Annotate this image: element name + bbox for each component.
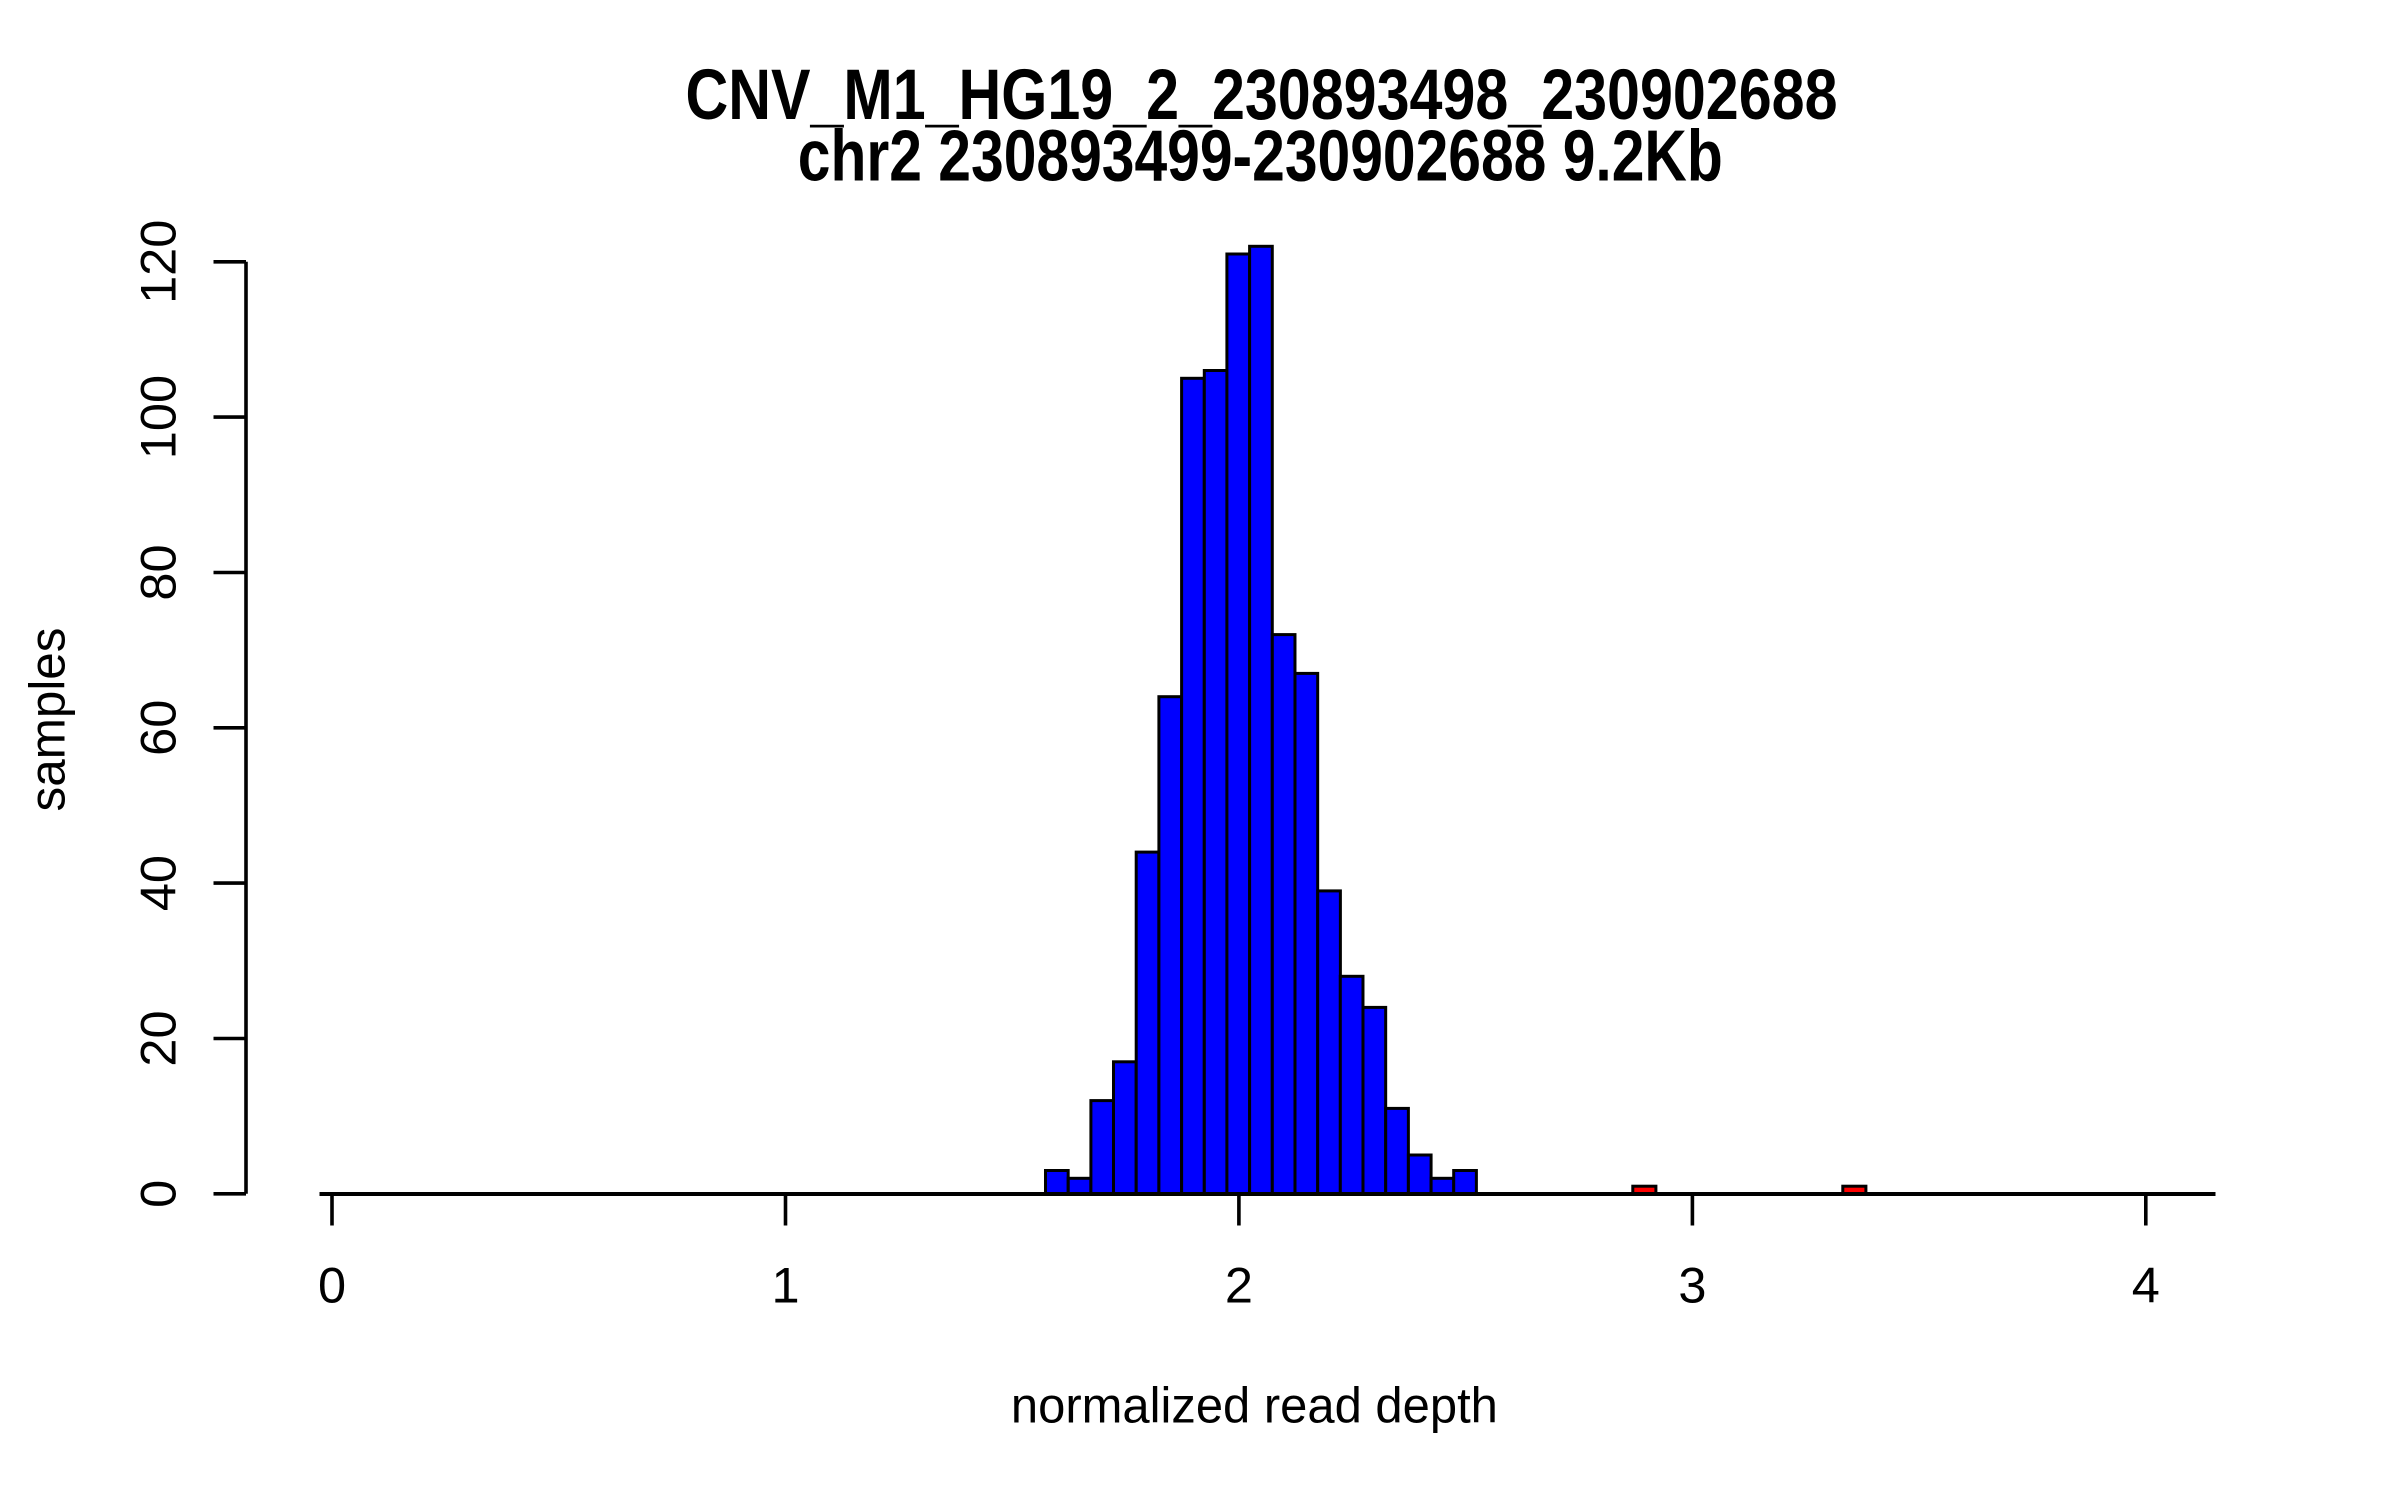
svg-text:0: 0: [318, 1256, 346, 1313]
svg-text:normalized read depth: normalized read depth: [1011, 1377, 1498, 1434]
svg-text:2: 2: [1225, 1256, 1253, 1313]
svg-text:120: 120: [130, 220, 187, 304]
svg-text:3: 3: [1678, 1256, 1706, 1313]
svg-text:100: 100: [130, 375, 187, 459]
svg-text:0: 0: [130, 1180, 187, 1208]
svg-text:60: 60: [130, 700, 187, 756]
svg-text:1: 1: [771, 1256, 799, 1313]
svg-text:40: 40: [130, 855, 187, 911]
svg-text:20: 20: [130, 1010, 187, 1066]
svg-text:chr2 230893499-230902688 9.2Kb: chr2 230893499-230902688 9.2Kb: [798, 116, 1723, 197]
svg-text:CNV_M1_HG19_2_230893498_230902: CNV_M1_HG19_2_230893498_230902688: [686, 55, 1838, 135]
svg-text:80: 80: [130, 544, 187, 600]
svg-text:samples: samples: [19, 628, 76, 812]
svg-text:4: 4: [2132, 1256, 2160, 1313]
